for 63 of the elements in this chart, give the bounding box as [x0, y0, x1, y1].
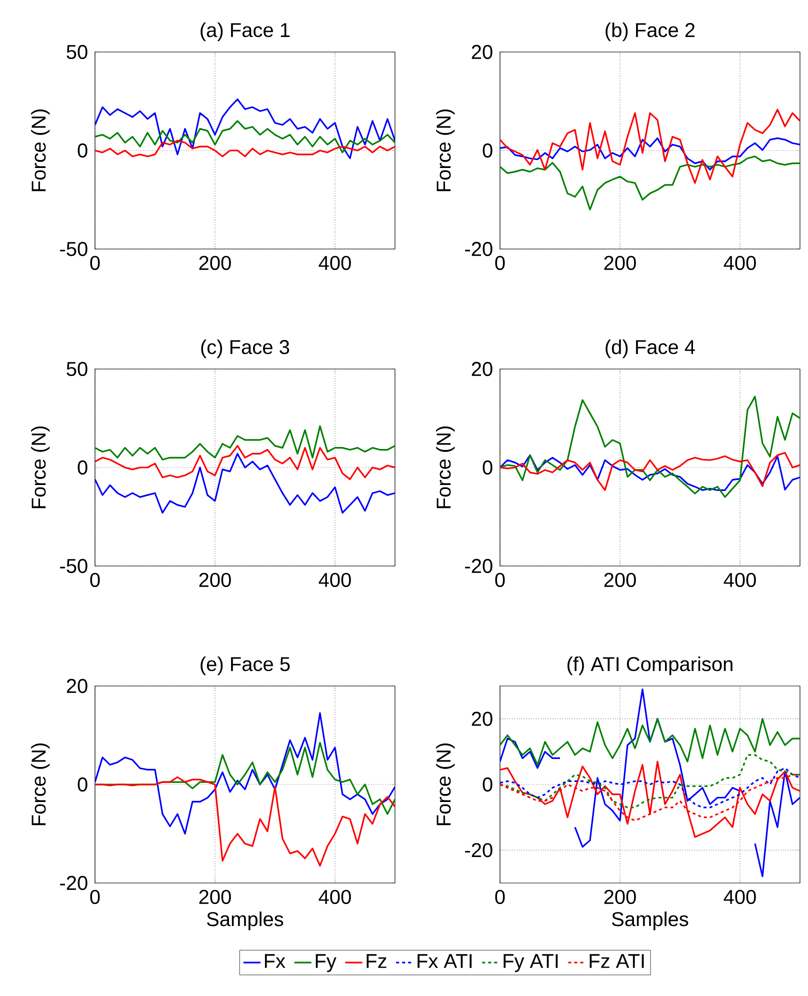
line-series: [95, 712, 395, 835]
y-tick-label: 50: [66, 362, 88, 376]
x-tick-label: 400: [318, 256, 351, 270]
y-axis-title: Force (N): [436, 426, 455, 508]
x-tick-label: 200: [199, 890, 231, 904]
x-tick-label: 200: [199, 256, 231, 270]
y-axis-title: Force (N): [31, 744, 50, 826]
legend-label: Fx ATI: [418, 954, 472, 968]
line-series: [95, 98, 395, 160]
y-tick-label: 0: [78, 460, 88, 475]
x-tick-label: 400: [724, 256, 756, 270]
y-tick-label: 20: [472, 712, 492, 726]
line-series: [95, 452, 395, 514]
y-axis-title: Force (N): [31, 110, 50, 192]
chart-title: (c) Face 3: [201, 339, 290, 358]
x-axis-title: Samples: [612, 912, 688, 930]
line-series: [95, 445, 395, 480]
x-tick-label: 200: [604, 890, 636, 904]
y-tick-label: -20: [465, 558, 492, 574]
y-tick-label: 20: [66, 678, 88, 694]
legend-label: Fx: [264, 954, 286, 968]
legend-label: Fz: [366, 954, 386, 968]
x-tick-label: 200: [604, 572, 636, 588]
legend-label: Fy ATI: [504, 954, 558, 972]
chart-title: (b) Face 2: [606, 22, 695, 42]
x-tick-label: 0: [495, 256, 505, 270]
x-tick-label: 0: [495, 572, 505, 588]
x-tick-label: 0: [90, 256, 100, 270]
y-tick-label: 0: [78, 777, 88, 792]
chart-title: (f) ATI Comparison: [568, 656, 732, 676]
x-tick-label: 400: [318, 572, 351, 588]
line-series: [95, 120, 395, 154]
legend-label: Fy: [316, 954, 336, 972]
chart-title: (a) Face 1: [200, 22, 290, 42]
y-tick-label: -20: [465, 843, 492, 858]
y-tick-label: -20: [465, 242, 492, 256]
x-tick-label: 400: [724, 572, 756, 588]
x-tick-label: 400: [724, 890, 756, 904]
y-axis-title: Force (N): [436, 744, 455, 826]
x-tick-label: 0: [90, 890, 100, 904]
x-tick-label: 0: [90, 572, 100, 588]
y-tick-label: 20: [472, 44, 492, 60]
y-axis-title: Force (N): [436, 110, 455, 192]
y-tick-label: -20: [60, 876, 88, 890]
chart-title: (d) Face 4: [606, 340, 695, 358]
y-tick-label: -50: [60, 242, 88, 256]
y-tick-label: 50: [66, 44, 88, 60]
y-tick-label: 0: [482, 777, 492, 792]
y-tick-label: -50: [60, 558, 88, 574]
legend-label: Fz ATI: [590, 954, 644, 968]
y-tick-label: 0: [482, 460, 492, 475]
line-series: [500, 137, 800, 171]
y-tick-label: 20: [472, 362, 492, 376]
x-tick-label: 200: [199, 572, 231, 588]
x-tick-label: 0: [495, 890, 505, 904]
x-axis-title: Samples: [207, 912, 284, 930]
y-tick-label: 0: [482, 143, 492, 158]
line-series: [500, 156, 800, 210]
x-tick-label: 400: [318, 890, 351, 904]
y-axis-title: Force (N): [31, 426, 50, 508]
y-tick-label: 0: [78, 143, 88, 158]
x-tick-label: 200: [604, 256, 636, 270]
chart-title: (e) Face 5: [200, 656, 290, 676]
